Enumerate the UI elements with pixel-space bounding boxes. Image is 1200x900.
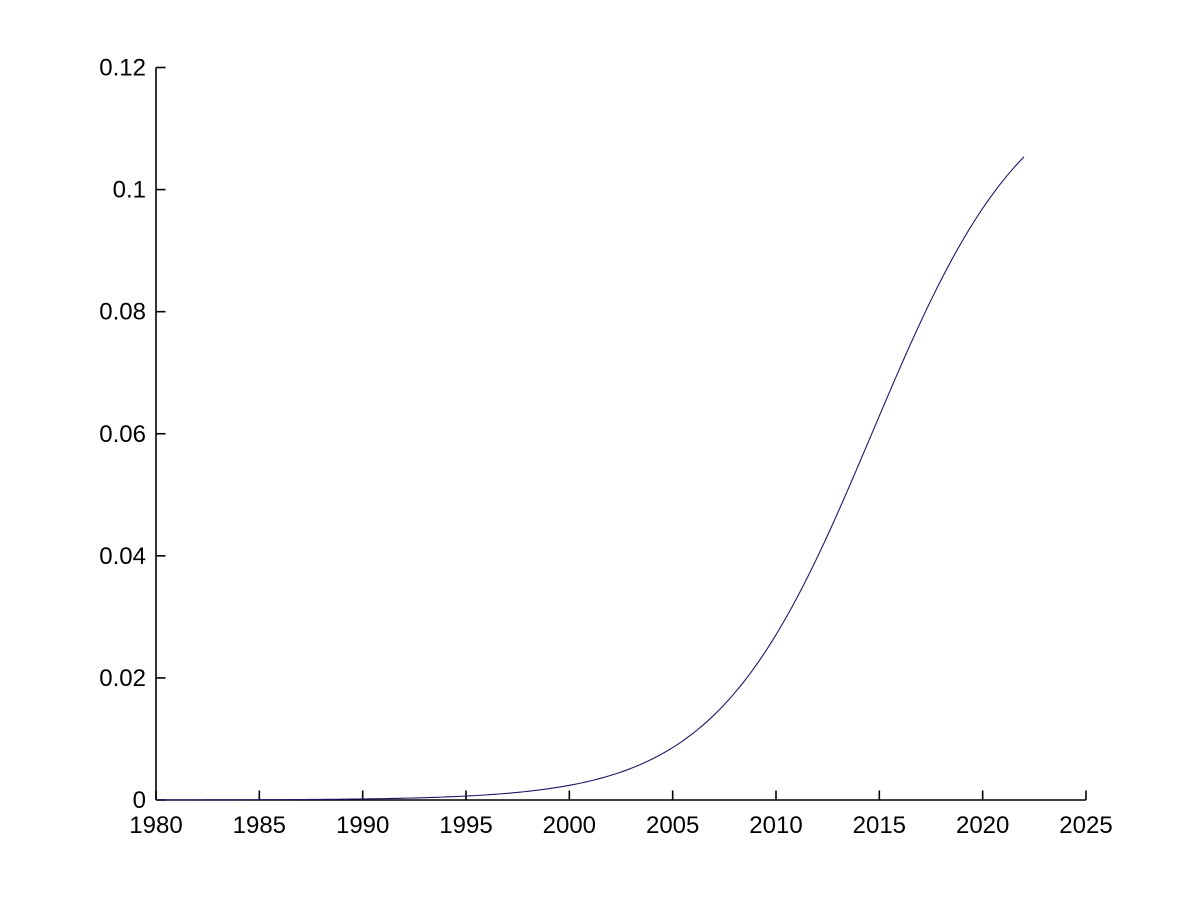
svg-text:1995: 1995 [439,812,492,839]
svg-text:0.1: 0.1 [113,177,146,204]
svg-text:2000: 2000 [543,812,596,839]
svg-text:1985: 1985 [233,812,286,839]
svg-text:0.04: 0.04 [99,543,146,570]
svg-text:0.02: 0.02 [99,665,146,692]
svg-text:2025: 2025 [1059,812,1112,839]
svg-text:2015: 2015 [853,812,906,839]
svg-text:2020: 2020 [956,812,1009,839]
svg-text:0.06: 0.06 [99,421,146,448]
svg-text:0.12: 0.12 [99,55,146,82]
svg-text:1990: 1990 [336,812,389,839]
svg-text:0: 0 [133,787,146,814]
svg-text:1980: 1980 [129,812,182,839]
svg-text:2005: 2005 [646,812,699,839]
svg-text:2010: 2010 [749,812,802,839]
svg-text:0.08: 0.08 [99,299,146,326]
